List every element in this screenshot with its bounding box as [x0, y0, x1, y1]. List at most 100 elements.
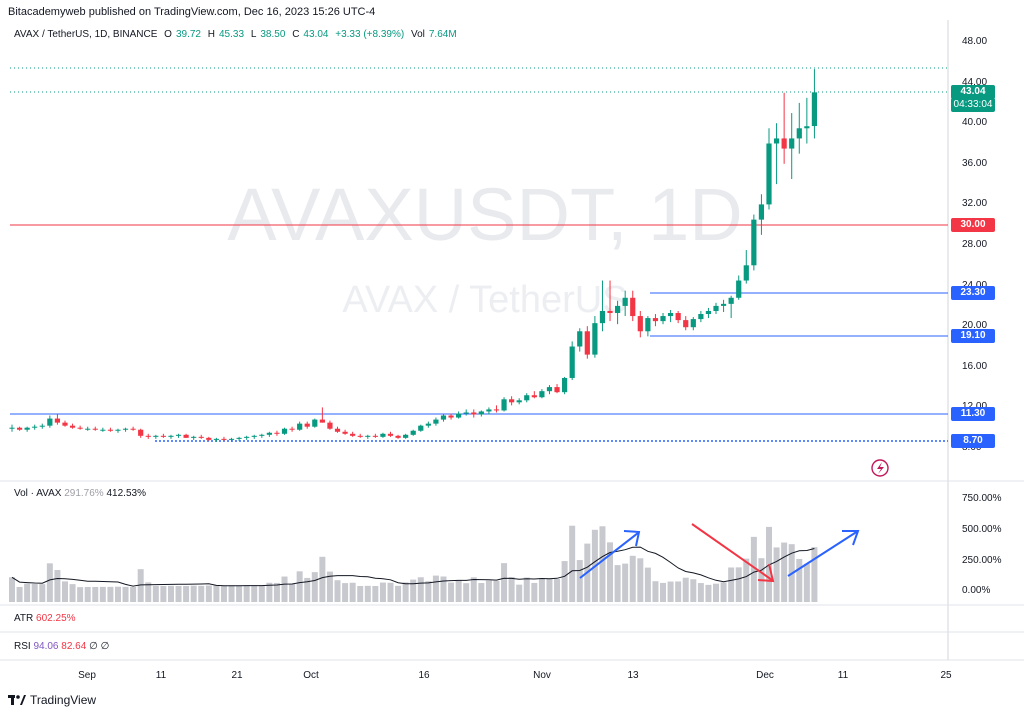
volume-bar [289, 583, 296, 602]
tradingview-icon [8, 695, 26, 705]
candle-body [736, 280, 742, 298]
candle-body [183, 434, 189, 438]
candle-body [395, 435, 401, 438]
volume-bar [334, 580, 341, 602]
candle-body [77, 427, 83, 429]
volume-bar [410, 579, 417, 602]
level-tag-1130: 11.30 [951, 407, 995, 421]
candle-body [410, 430, 416, 435]
candle-body [524, 395, 530, 401]
volume-bar [576, 560, 583, 602]
candle-body [675, 313, 681, 321]
volume-bar [84, 586, 91, 602]
volume-bar [561, 561, 568, 602]
volume-bar [387, 582, 394, 602]
candle-body [713, 305, 719, 311]
volume-bar [402, 582, 409, 602]
volume-bar [395, 585, 402, 602]
level-tag-870: 8.70 [951, 434, 995, 448]
candle-body [39, 425, 45, 427]
volume-bar [296, 571, 303, 602]
volume-bar [160, 585, 167, 602]
lightning-icon[interactable] [871, 459, 889, 477]
volume-bar [220, 585, 227, 602]
volume-bar [478, 583, 485, 602]
candle-body [372, 435, 378, 437]
volume-bar [372, 585, 379, 602]
legend-ohlc: O 39.72 H 45.33 L 38.50 C 43.04 +3.33 (+8.39… [164, 29, 457, 40]
candle-body [304, 423, 310, 427]
volume-bar [107, 586, 114, 602]
candle-body [32, 426, 38, 428]
volume-bar [705, 584, 712, 602]
volume-bar [455, 579, 462, 602]
candle-body [85, 428, 91, 430]
volume-bar [675, 581, 682, 602]
volume-bar [24, 583, 31, 602]
candle-body [100, 429, 106, 431]
publisher-line: Bitacademyweb published on TradingView.c… [8, 6, 376, 18]
volume-bar [569, 525, 576, 602]
volume-bar [523, 577, 530, 602]
volume-bar [92, 586, 99, 602]
blue-arrow-up-right [787, 530, 860, 577]
candle-body [221, 438, 227, 440]
candle-body [380, 433, 386, 437]
price-tick: 36.00 [962, 158, 988, 169]
candle-body [781, 138, 787, 149]
candle-body [607, 310, 613, 314]
volume-bar [629, 555, 636, 602]
candle-body [312, 419, 318, 427]
volume-bar [183, 585, 190, 602]
candle-body [350, 433, 356, 436]
footer-brand: TradingView [30, 693, 97, 707]
time-tick: Dec [756, 670, 774, 681]
candle-body [357, 435, 363, 437]
tradingview-logo[interactable]: TradingView [8, 693, 96, 707]
candle-body [236, 437, 242, 439]
volume-bar [69, 584, 76, 602]
price-tick: 24.00 [962, 280, 987, 291]
candle-body [92, 428, 98, 430]
volume-bar [114, 586, 121, 602]
volume-pane-legend: Vol · AVAX 291.76% 412.53% [14, 488, 146, 499]
volume-bar [228, 585, 235, 602]
volume-bar [811, 547, 818, 602]
blue-arrow-up-left [579, 530, 641, 579]
time-tick: 11 [155, 670, 167, 681]
time-tick: Sep [78, 670, 96, 681]
time-tick: Oct [303, 670, 319, 681]
candle-body [54, 418, 61, 423]
candle-body [592, 323, 598, 355]
price-tick: 48.00 [962, 36, 988, 47]
price-tick: 44.00 [962, 77, 988, 88]
symbol-legend: AVAX / TetherUS, 1D, BINANCE O 39.72 H 45.… [14, 29, 465, 40]
candle-body [16, 427, 23, 430]
volume-bar [46, 563, 53, 602]
legend-low: 38.50 [260, 29, 286, 40]
price-tick: 28.00 [962, 239, 988, 250]
price-tick: 32.00 [962, 198, 988, 209]
candle-body [630, 297, 636, 317]
volume-bar [31, 583, 38, 602]
candle-body [516, 400, 522, 403]
time-tick: 13 [627, 670, 639, 681]
volume-bar [145, 582, 152, 602]
candle-body [213, 438, 219, 440]
price-tick: 16.00 [962, 361, 988, 372]
candle-body [766, 143, 772, 205]
volume-bar [440, 576, 447, 602]
candle-body [206, 437, 212, 440]
candle-body [478, 411, 484, 415]
volume-bar [417, 577, 424, 602]
volume-bar [342, 583, 349, 602]
volume-bar [554, 579, 561, 602]
countdown-tag: 04:33:04 [951, 98, 995, 112]
volume-bar [697, 583, 704, 602]
candle-body [554, 387, 560, 393]
volume-bar [130, 586, 137, 602]
candle-body [622, 297, 628, 306]
candle-body [546, 387, 553, 392]
candle-body [24, 427, 30, 430]
